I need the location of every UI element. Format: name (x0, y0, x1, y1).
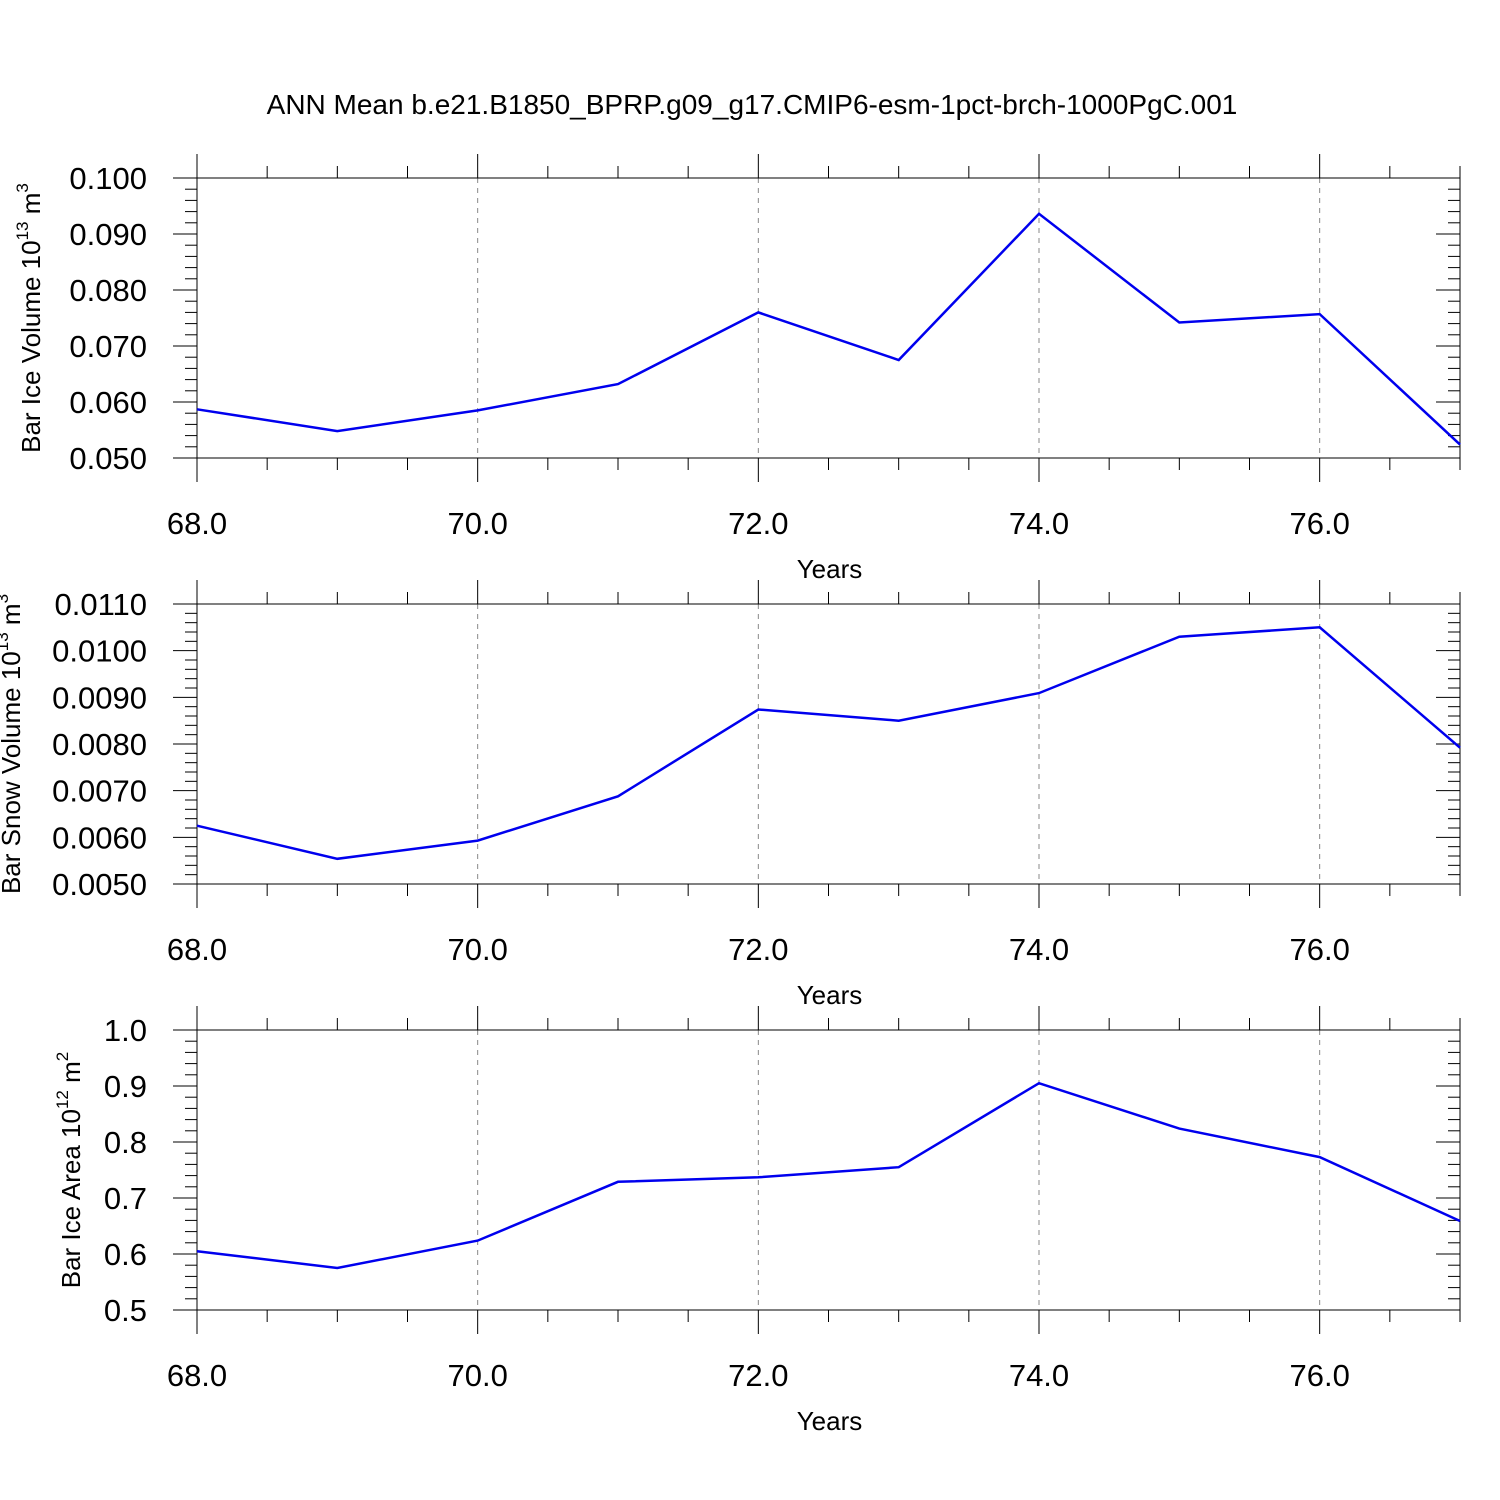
y-tick-label: 0.100 (69, 161, 147, 196)
y-tick-label: 0.0080 (52, 727, 147, 762)
series-line (196, 1081, 1461, 1270)
y-tick-label: 0.5 (104, 1293, 147, 1328)
y-axis-label: Bar Ice Volume 1013 m3 (13, 183, 46, 453)
x-tick-label: 72.0 (728, 932, 788, 967)
y-axis-label-superscript: 3 (0, 594, 12, 603)
y-tick-label: 0.0110 (54, 587, 147, 622)
x-tick-label: 68.0 (167, 506, 227, 541)
y-tick-label: 0.0050 (52, 867, 147, 902)
x-tick-label: 74.0 (1009, 1358, 1069, 1393)
x-tick-label: 72.0 (728, 506, 788, 541)
y-axis-label: Bar Ice Area 1012 m2 (53, 1052, 86, 1289)
x-tick-label: 72.0 (728, 1358, 788, 1393)
panels: 68.0 70.0 72.0 74.0 76.0 0.050 0.060 0.070 0.080… (0, 154, 1461, 1436)
y-axis-label: Bar Snow Volume 1013 m3 (0, 594, 26, 894)
y-tick-label: 0.9 (104, 1069, 147, 1104)
x-axis-label: Years (797, 1406, 863, 1436)
y-axis-label-superscript: 13 (0, 632, 12, 651)
y-axis-label-part: Bar Ice Area 10 (56, 1109, 86, 1288)
y-tick-label: 0.0060 (52, 820, 147, 855)
series-line (196, 212, 1461, 446)
x-tick-label: 68.0 (167, 932, 227, 967)
y-axis-label-superscript: 12 (53, 1090, 72, 1109)
y-axis-label-part: Bar Snow Volume 10 (0, 651, 26, 894)
series-line (196, 626, 1461, 861)
x-tick-label: 76.0 (1289, 1358, 1349, 1393)
y-tick-label: 0.080 (69, 273, 147, 308)
x-tick-label: 70.0 (447, 1358, 507, 1393)
x-tick-label: 70.0 (447, 506, 507, 541)
y-tick-label: 0.6 (104, 1237, 147, 1272)
y-tick-label: 0.8 (104, 1125, 147, 1160)
y-tick-label: 0.090 (69, 217, 147, 252)
x-tick-label: 74.0 (1009, 506, 1069, 541)
panel-1: 68.0 70.0 72.0 74.0 76.0 0.050 0.060 0.070 0.080… (13, 154, 1461, 584)
x-tick-label: 76.0 (1289, 506, 1349, 541)
x-tick-label: 74.0 (1009, 932, 1069, 967)
y-axis-label-part: m (56, 1061, 86, 1090)
y-axis-label-superscript: 2 (53, 1052, 72, 1061)
y-tick-label: 1.0 (104, 1013, 147, 1048)
panel-2: 68.0 70.0 72.0 74.0 76.0 0.0050 0.0060 0.0070 0.… (0, 580, 1461, 1010)
y-axis-label-superscript: 3 (13, 183, 32, 192)
x-axis-label: Years (797, 554, 863, 584)
y-axis-label-superscript: 13 (13, 221, 32, 240)
x-tick-label: 68.0 (167, 1358, 227, 1393)
y-tick-label: 0.060 (69, 385, 147, 420)
y-tick-label: 0.0090 (52, 680, 147, 715)
y-axis-label-part: m (0, 603, 26, 632)
panel-3: 68.0 70.0 72.0 74.0 76.0 0.5 0.6 0.7 0.8 0.9 1.0 Ye… (53, 1006, 1461, 1436)
y-tick-label: 0.070 (69, 329, 147, 364)
x-axis-label: Years (797, 980, 863, 1010)
x-tick-label: 76.0 (1289, 932, 1349, 967)
figure-title: ANN Mean b.e21.B1850_BPRP.g09_g17.CMIP6-… (267, 89, 1238, 120)
y-axis-label-part: m (16, 193, 46, 222)
y-tick-label: 0.0070 (52, 774, 147, 809)
x-tick-label: 70.0 (447, 932, 507, 967)
y-tick-label: 0.050 (69, 441, 147, 476)
y-tick-label: 0.7 (104, 1181, 147, 1216)
y-tick-label: 0.0100 (52, 634, 147, 669)
y-axis-label-part: Bar Ice Volume 10 (16, 240, 46, 452)
